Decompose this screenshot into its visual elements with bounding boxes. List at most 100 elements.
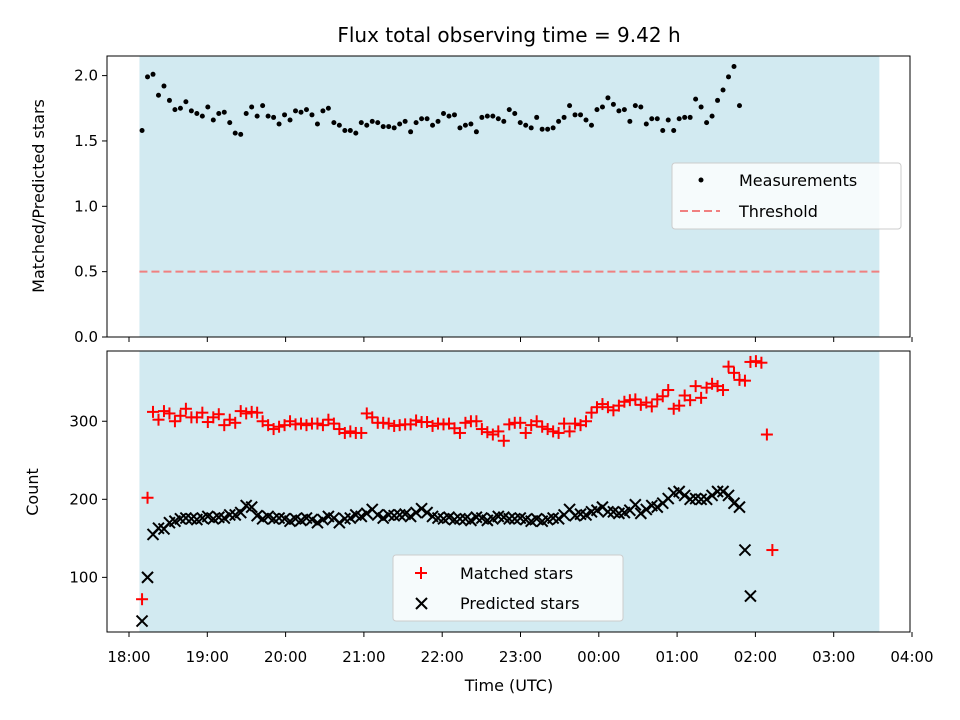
measurement-point [238,131,244,137]
predicted-star-point [700,493,713,506]
measurement-point [726,74,732,80]
measurement-point [177,105,183,111]
measurement-point [704,120,710,126]
top-x-ticks [128,337,913,342]
measurement-point [736,103,742,109]
matched-star-point [470,415,483,428]
matched-star-point [382,417,395,430]
measurement-point [145,74,151,80]
measurement-point [534,114,540,120]
measurement-point [627,118,633,124]
measurement-point [720,87,726,93]
measurement-point [199,113,205,119]
matched-star-point [727,366,740,379]
measurement-point [353,130,359,136]
matched-star-point [569,417,582,430]
x-axis-label: Time (UTC) [464,676,553,695]
matched-star-point [147,405,160,418]
matched-star-point [634,398,647,411]
predicted-star-point [727,497,741,510]
x-tick-label: 02:00 [734,648,777,666]
measurement-point [254,113,260,119]
measurement-point [682,114,688,120]
top-legend: Measurements Threshold [671,162,902,230]
measurement-point [693,96,699,102]
matched-star-point [738,374,751,387]
matched-star-point [684,394,697,407]
measurement-point [243,111,249,117]
matched-star-point [426,419,439,432]
matched-star-point [503,418,516,431]
top-axes-frame [106,55,911,338]
measurement-point [676,116,682,122]
measurement-point [441,111,447,117]
matched-star-point [240,407,253,420]
measurement-point [588,122,594,128]
measurement-point [325,105,331,111]
matched-star-point [618,395,631,408]
measurement-point [331,120,337,126]
measurement-point [166,97,172,103]
matched-star-point [492,425,505,438]
predicted-star-point [601,505,615,519]
measurement-point [265,113,271,119]
matched-star-point [234,405,247,418]
matched-star-point [459,416,472,429]
legend-matched-label: Matched stars [460,564,573,583]
top-y-tick-label: 1.5 [74,132,98,150]
predicted-star-point [694,493,708,506]
matched-star-point [755,356,768,369]
measurement-point [594,107,600,113]
predicted-star-point [245,500,258,514]
x-tick-label: 19:00 [186,648,229,666]
matched-star-point [629,393,642,406]
predicted-star-point [503,512,516,526]
measurement-point [276,121,282,127]
legend-predicted-label: Predicted stars [460,594,580,613]
x-tick-label: 18:00 [107,648,150,666]
matched-star-point [212,408,225,421]
measurement-point [402,118,408,124]
measurement-point [599,104,605,110]
matched-star-point [157,405,170,418]
matched-star-point [536,420,549,433]
measurement-point [490,113,496,119]
measurement-point [358,120,364,126]
predicted-star-point [409,506,423,519]
predicted-star-point [651,500,664,514]
matched-star-point [152,413,165,426]
predicted-star-point [716,485,730,498]
top-y-ticks: 0.0 0.5 1.0 1.5 2.0 [74,67,107,346]
x-tick-label: 20:00 [264,648,307,666]
measurement-point [161,83,167,89]
measurement-point [342,127,348,133]
measurement-point [451,112,457,118]
legend-measurements-label: Measurements [739,171,857,190]
matched-star-point [311,417,324,430]
bottom-legend-box [392,554,624,622]
measurement-point [616,108,622,114]
measurement-point [545,126,551,132]
matched-star-point [410,414,423,427]
predicted-star-point [634,507,648,520]
matched-star-point [749,355,762,368]
measurement-point [293,108,299,114]
x-tick-label: 22:00 [421,648,464,666]
top-y-tick-label: 0.5 [74,263,98,281]
predicted-star-point [234,506,247,519]
matched-star-point [300,419,313,432]
matched-star-point [662,384,675,397]
matched-star-point [689,380,702,393]
measurement-point [380,124,386,130]
predicted-star-point [722,489,735,502]
predicted-star-point [744,589,757,603]
measurement-point [567,103,573,109]
matched-star-point [563,425,576,438]
matched-star-point [163,407,176,420]
measurement-point [205,104,211,110]
measurement-point [221,109,227,115]
x-tick-label: 00:00 [577,648,620,666]
measurement-point [260,103,266,109]
matched-star-point [218,419,231,432]
top-y-tick-label: 0.0 [74,328,98,346]
